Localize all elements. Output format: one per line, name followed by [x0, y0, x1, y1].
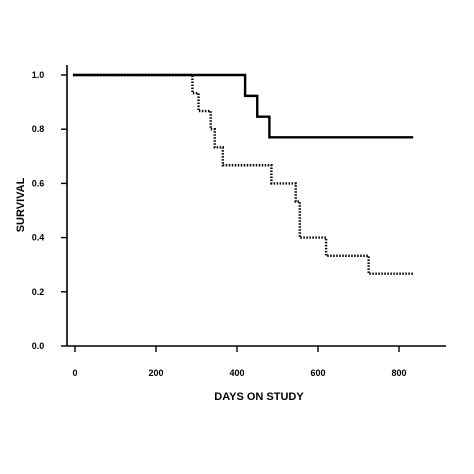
- y-tick-label: 0.8: [32, 124, 45, 134]
- y-tick-label: 0.2: [32, 287, 45, 297]
- x-tick-label: 800: [391, 368, 406, 378]
- series-dotted-line: [72, 73, 414, 275]
- y-tick-label: 0.6: [32, 178, 45, 188]
- x-tick-label: 0: [72, 368, 77, 378]
- y-axis-title: SURVIVAL: [15, 177, 27, 232]
- x-tick-label: 200: [148, 368, 163, 378]
- y-tick-label: 1.0: [32, 70, 45, 80]
- x-ticks: 0 200 400 600 800: [72, 346, 407, 378]
- x-axis-title: DAYS ON STUDY: [214, 391, 304, 403]
- x-tick-label: 600: [310, 368, 325, 378]
- series-layer: [72, 73, 414, 275]
- series-solid-line: [72, 73, 414, 139]
- y-ticks: 0.0 0.2 0.4 0.6 0.8 1.0: [32, 70, 67, 351]
- y-tick-label: 0.0: [32, 341, 45, 351]
- x-tick-label: 400: [229, 368, 244, 378]
- y-tick-label: 0.4: [32, 233, 45, 243]
